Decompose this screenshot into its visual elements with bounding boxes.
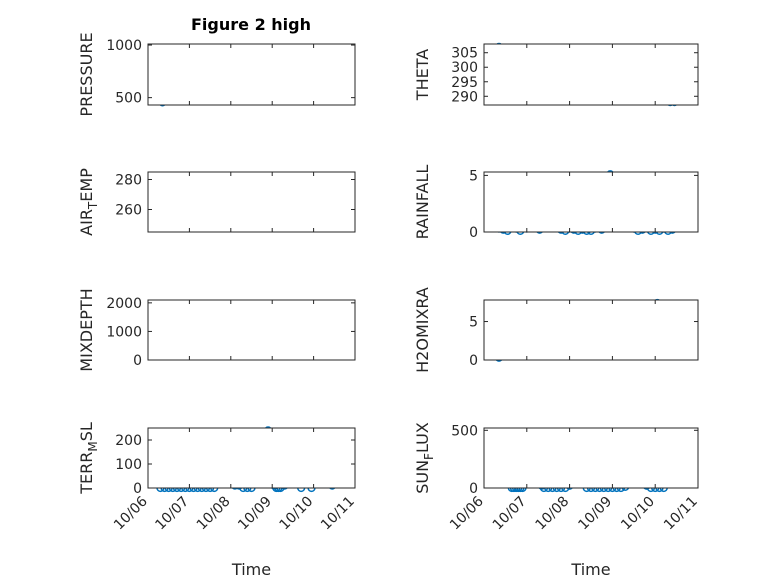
y-tick-label: 5 (469, 168, 478, 184)
subplot-air: 260 280 AIRTEMP (77, 168, 356, 236)
subplot-rainfall: 0 5 RAINFALL (413, 165, 699, 241)
x-tick-label: 10/07 (490, 494, 530, 534)
x-tick-label: 10/09 (235, 494, 275, 534)
y-axis-label: H2OMIXRA (413, 287, 432, 373)
x-tick-label: 10/08 (194, 494, 234, 534)
y-tick-label: 0 (469, 481, 478, 497)
x-tick-label: 10/08 (533, 494, 573, 534)
x-tick-label: 10/10 (618, 494, 658, 534)
y-tick-label: 305 (451, 46, 478, 62)
y-tick-label: 290 (451, 89, 478, 105)
y-tick-label: 280 (115, 173, 142, 189)
y-tick-label: 500 (451, 423, 478, 439)
x-axis-label: Time (231, 560, 271, 579)
y-axis-label: THETA (413, 49, 432, 101)
axes-box (483, 43, 699, 106)
y-tick-label: 300 (451, 60, 478, 76)
y-tick-label: 200 (115, 433, 142, 449)
axes-box (147, 299, 356, 361)
chart-title: Figure 2 high (191, 15, 311, 34)
x-tick-label: 10/09 (575, 494, 615, 534)
y-axis-label: RAINFALL (413, 165, 432, 240)
subplot-sun: 0 500 SUNFLUX 10/06 10/07 10/08 10/09 10/10 10/1… (413, 422, 701, 579)
y-axis-label: TERRMSL (77, 422, 100, 495)
axes-box (483, 427, 699, 489)
y-axis-label: PRESSURE (77, 32, 96, 116)
axes-box (147, 43, 356, 106)
subplot-terr: 0 100 200 TERRMSL 10/06 10/07 10/08 10/09 10/10 1… (77, 422, 358, 579)
y-axis-label: MIXDEPTH (77, 288, 96, 371)
axes-box (483, 299, 699, 361)
axes-box (147, 427, 356, 489)
y-tick-label: 1000 (106, 324, 142, 340)
y-axis-label: SUNFLUX (413, 422, 436, 494)
subplot-mixdepth: 0 1000 2000 MIXDEPTH (77, 288, 356, 372)
subplot-h2omixra: 0 5 H2OMIXRA (413, 287, 699, 373)
y-tick-label: 260 (115, 203, 142, 219)
y-tick-label: 500 (115, 91, 142, 107)
y-tick-label: 2000 (106, 296, 142, 312)
x-tick-label: 10/06 (447, 493, 487, 533)
y-tick-label: 1000 (106, 38, 142, 54)
y-tick-label: 100 (115, 457, 142, 473)
y-tick-label: 0 (133, 481, 142, 497)
y-tick-label: 0 (133, 353, 142, 369)
x-tick-label: 10/10 (277, 494, 317, 534)
x-tick-label: 10/11 (318, 494, 358, 534)
y-tick-label: 295 (451, 75, 478, 91)
y-tick-label: 0 (469, 353, 478, 369)
axes-box (483, 171, 699, 233)
y-tick-label: 5 (469, 315, 478, 331)
subplot-pressure: 500 1000 PRESSURE (77, 32, 356, 117)
y-axis-label: AIRTEMP (77, 168, 100, 236)
x-tick-label: 10/07 (152, 494, 192, 534)
axes-box (147, 171, 356, 233)
y-tick-label: 0 (469, 225, 478, 241)
x-axis-label: Time (570, 560, 610, 579)
x-tick-label: 10/11 (661, 494, 701, 534)
x-tick-label: 10/06 (111, 493, 151, 533)
